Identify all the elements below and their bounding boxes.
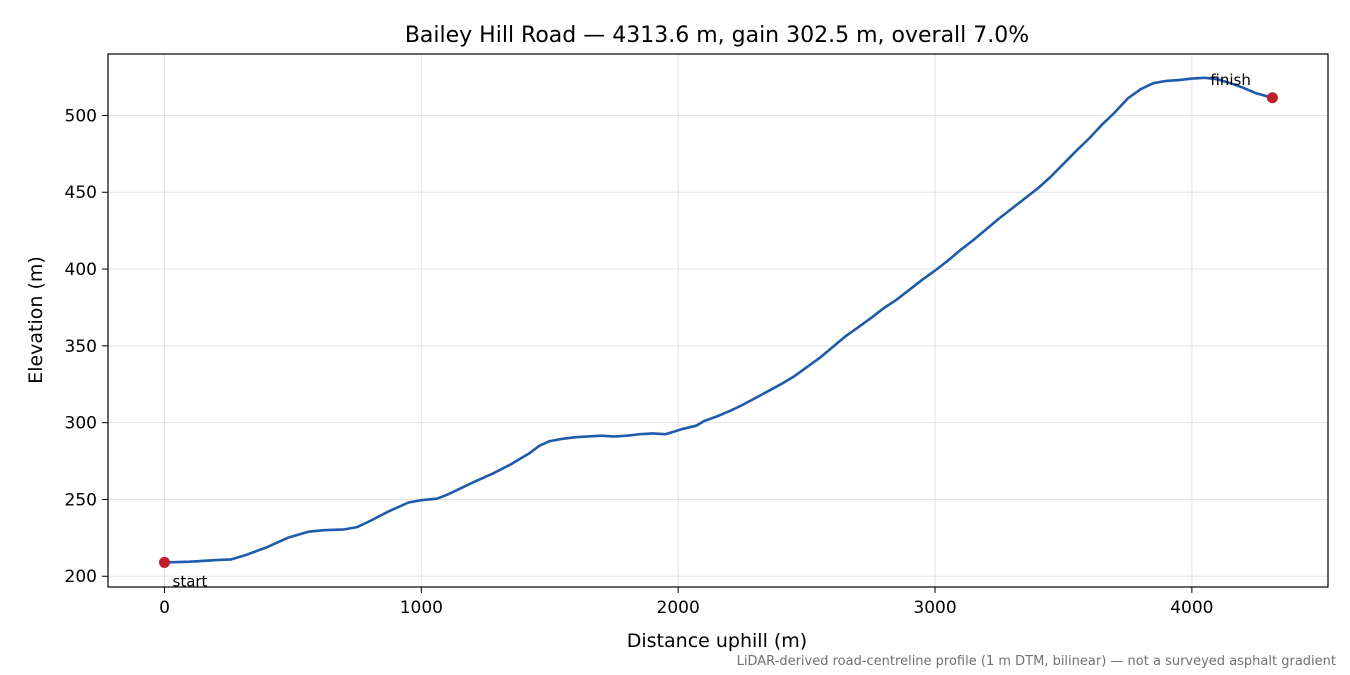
y-tick-label: 250 [65,490,97,510]
footnote: LiDAR-derived road-centreline profile (1… [737,654,1336,669]
grid [108,54,1328,587]
y-tick-label: 500 [65,106,97,126]
x-tick-label: 3000 [913,598,956,618]
finish-label: finish [1210,71,1250,89]
x-axis-ticks: 0 1000 2000 3000 4000 [159,587,1214,618]
start-marker [159,556,171,568]
x-axis-label: Distance uphill (m) [627,630,807,652]
y-tick-label: 400 [65,260,97,280]
x-tick-label: 0 [159,598,170,618]
x-tick-label: 2000 [657,598,700,618]
x-tick-label: 1000 [400,598,443,618]
y-tick-label: 450 [65,183,97,203]
y-axis-ticks: 200 250 300 350 400 450 500 [65,106,108,587]
chart-title: Bailey Hill Road — 4313.6 m, gain 302.5 … [405,23,1029,48]
y-axis-label: Elevation (m) [25,256,47,384]
y-tick-label: 350 [65,337,97,357]
start-label: start [173,572,208,590]
x-tick-label: 4000 [1170,598,1213,618]
y-tick-label: 200 [65,567,97,587]
plot-frame [107,53,1329,588]
y-tick-label: 300 [65,414,97,434]
finish-marker [1266,92,1278,104]
elevation-line [163,76,1274,564]
